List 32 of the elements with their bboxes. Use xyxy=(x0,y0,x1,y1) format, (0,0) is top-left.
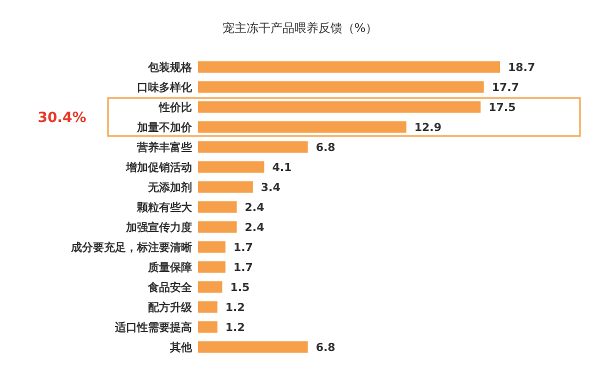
data-label: 18.7 xyxy=(508,61,536,74)
data-label: 6.8 xyxy=(316,341,336,354)
category-label: 增加促销活动 xyxy=(126,161,192,174)
category-label: 配方升级 xyxy=(148,301,192,314)
data-label: 2.4 xyxy=(244,221,264,234)
data-label: 1.5 xyxy=(230,281,250,294)
category-label: 其他 xyxy=(170,341,192,354)
category-label: 营养丰富些 xyxy=(137,141,192,154)
data-label: 3.4 xyxy=(260,181,280,194)
category-label: 食品安全 xyxy=(148,281,192,294)
annotation: 30.4% xyxy=(38,110,86,126)
category-label: 性价比 xyxy=(159,101,192,114)
category-label: 包装规格 xyxy=(148,61,192,74)
category-label: 质量保障 xyxy=(148,261,192,274)
data-label: 2.4 xyxy=(244,201,264,214)
data-label: 4.1 xyxy=(272,161,292,174)
data-label: 12.9 xyxy=(414,121,442,134)
data-label: 1.2 xyxy=(225,321,245,334)
category-label: 适口性需要提高 xyxy=(115,321,192,334)
category-label: 无添加剂 xyxy=(148,181,192,194)
data-label: 17.7 xyxy=(492,81,519,94)
title: 宠主冻干产品喂养反馈（%） xyxy=(222,21,378,35)
data-label: 1.7 xyxy=(233,241,253,254)
data-label: 6.8 xyxy=(316,141,336,154)
category-label: 成分要充足，标注要清晰 xyxy=(71,241,192,254)
data-label: 1.2 xyxy=(225,301,245,314)
category-label: 颗粒有些大 xyxy=(137,201,192,214)
category-label: 加强宣传力度 xyxy=(126,221,192,234)
data-label: 17.5 xyxy=(488,101,516,114)
category-label: 口味多样化 xyxy=(137,81,192,94)
category-label: 加量不加价 xyxy=(137,121,192,134)
data-label: 1.7 xyxy=(233,261,253,274)
